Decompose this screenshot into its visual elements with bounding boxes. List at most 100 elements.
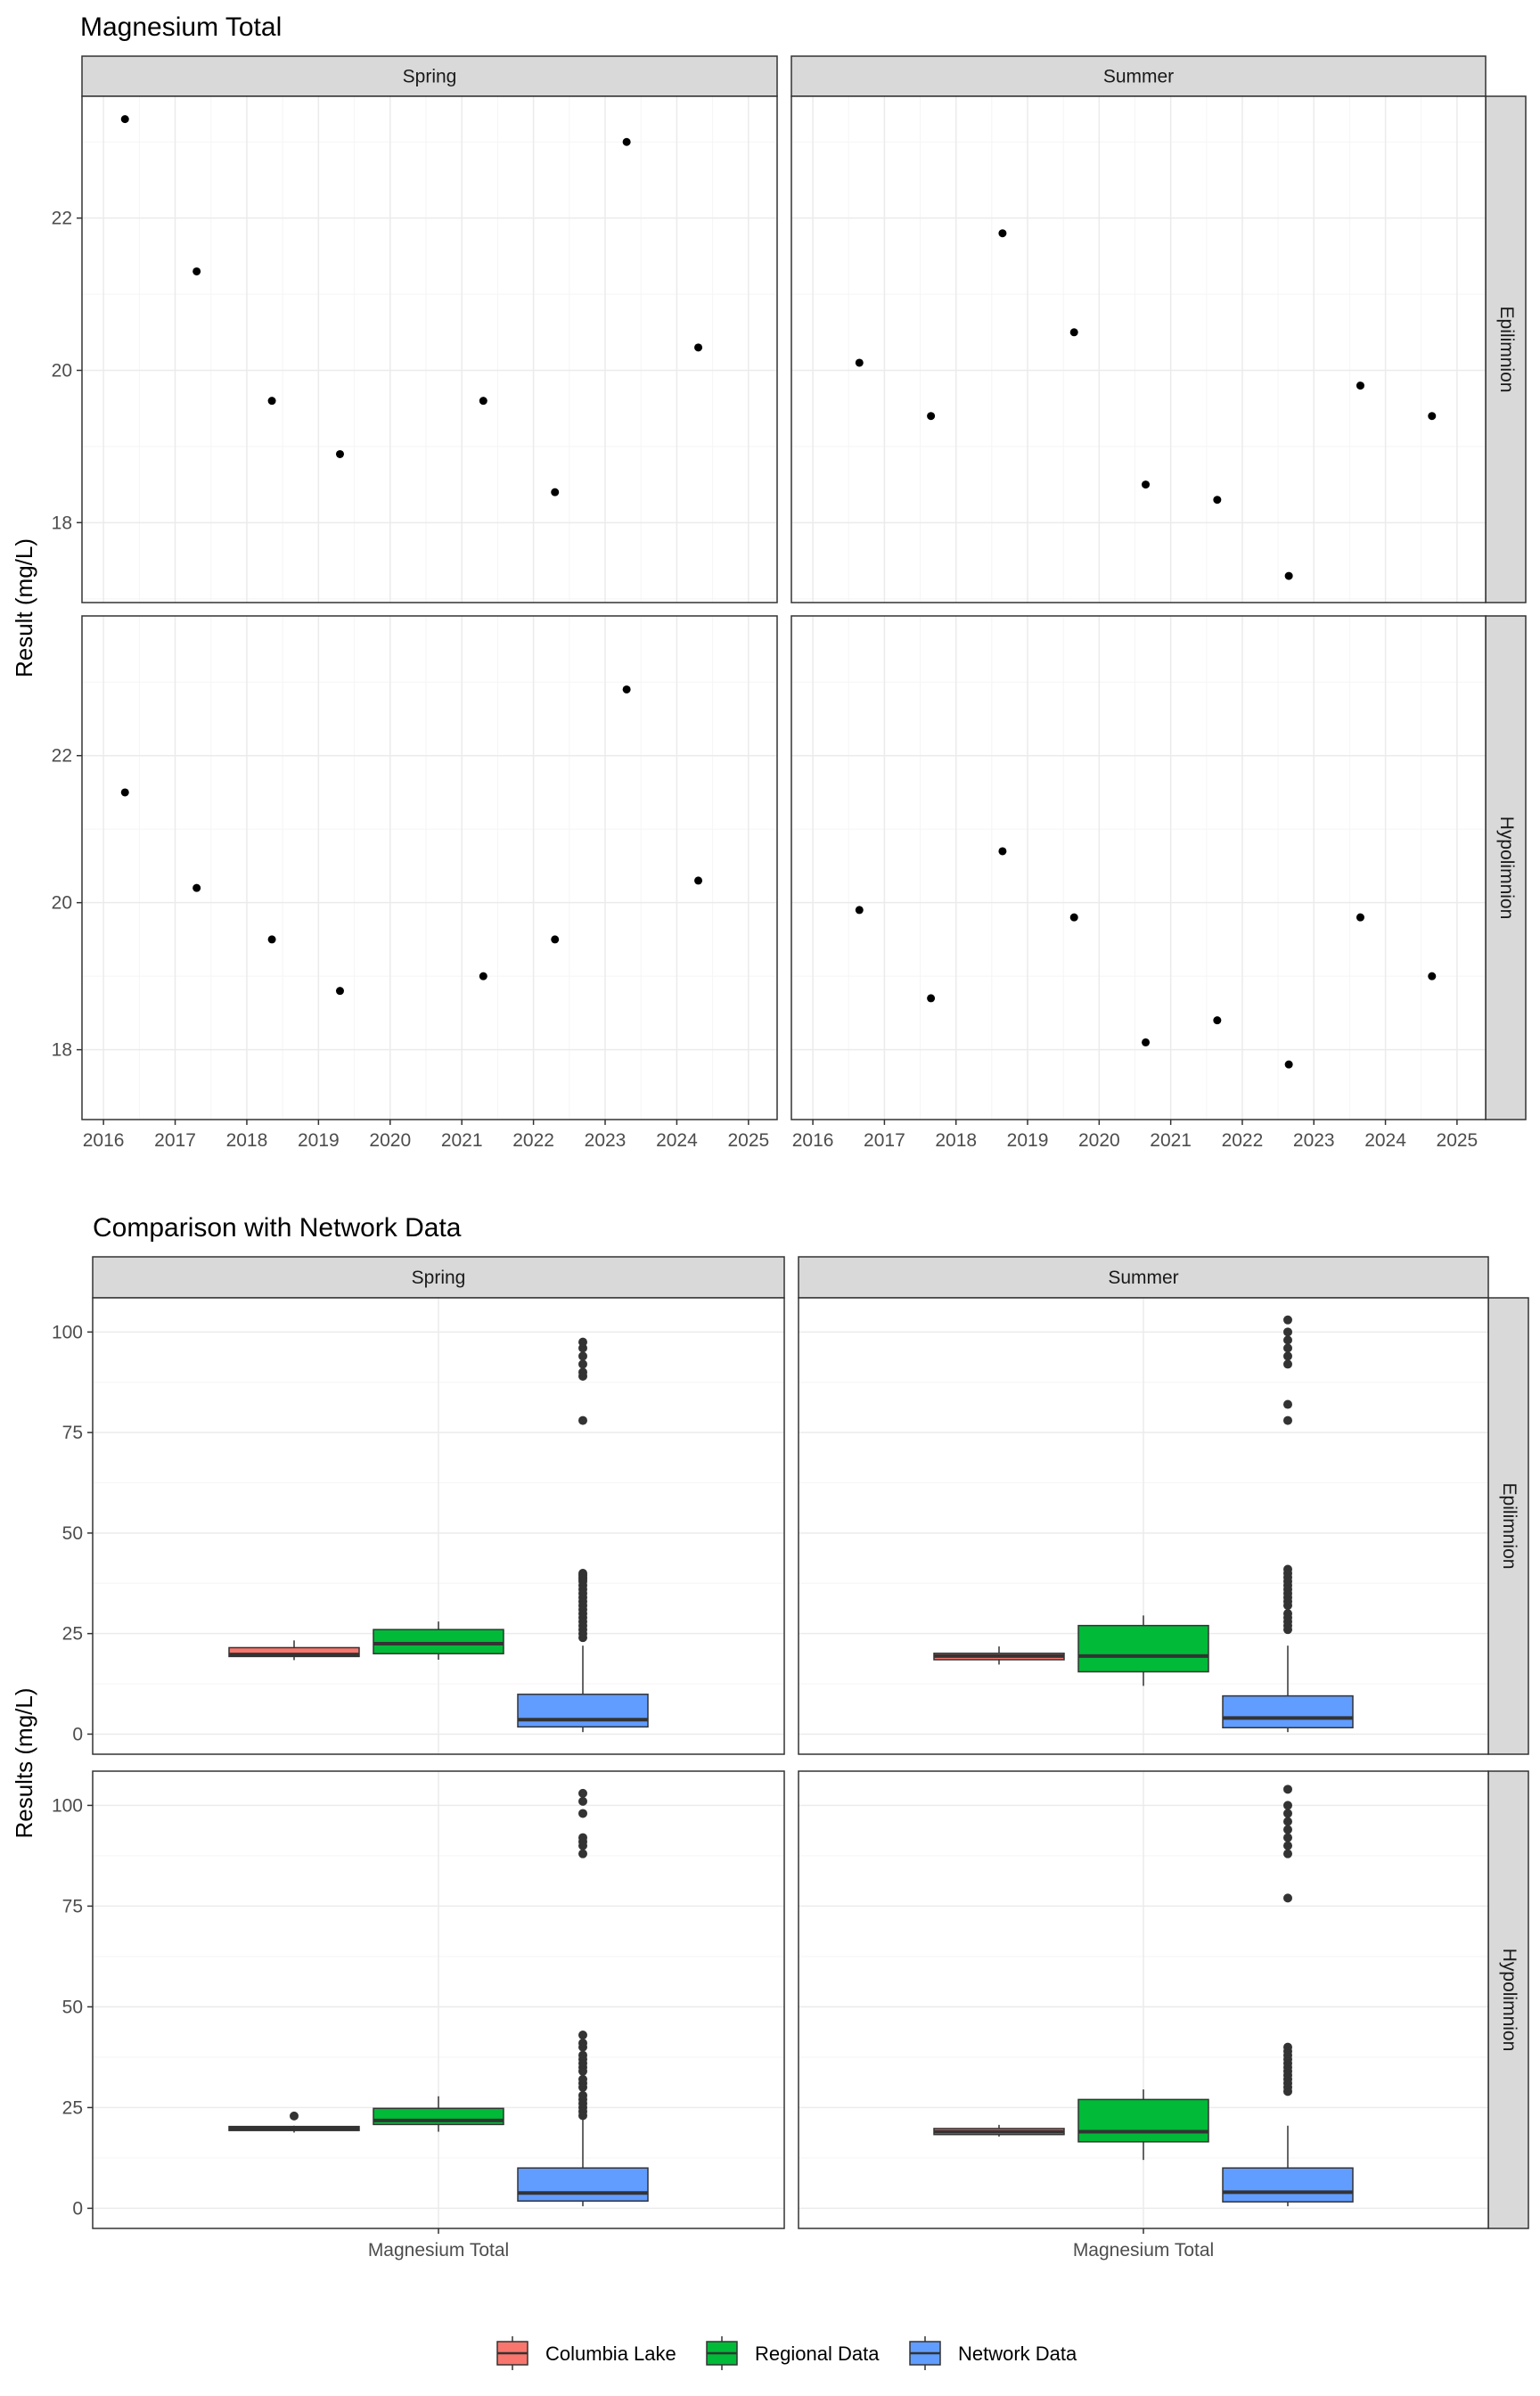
outlier-point xyxy=(1283,1399,1292,1409)
box-iqr xyxy=(517,1694,649,1728)
data-point xyxy=(1213,1016,1222,1025)
y-tick-label: 75 xyxy=(62,1423,83,1443)
data-point xyxy=(1142,1038,1151,1046)
outlier-point xyxy=(1283,1315,1292,1325)
panel-background xyxy=(791,96,1486,603)
data-point xyxy=(1069,913,1078,922)
legend-entry-regional-data: Regional Data xyxy=(706,2336,880,2370)
y-tick-label: 0 xyxy=(72,1724,83,1744)
outlier-point xyxy=(1283,1833,1292,1842)
data-point xyxy=(694,343,703,352)
data-point xyxy=(192,883,201,892)
panel-spring-hypolimnion: 0 25 50 75 100 Magnesium Total xyxy=(52,1770,785,2261)
x-tick-label: 2017 xyxy=(864,1130,905,1151)
y-axis-title: Result (mg/L) xyxy=(11,538,37,677)
panel-border xyxy=(798,1297,1489,1755)
data-point xyxy=(1356,913,1364,922)
y-tick-label: 100 xyxy=(52,1322,83,1342)
x-tick-label: 2018 xyxy=(935,1130,977,1151)
x-tick-label: 2023 xyxy=(585,1130,627,1151)
y-tick-label: 18 xyxy=(52,1040,72,1061)
panel-border xyxy=(92,1297,785,1755)
facet-strip-hypolimnion xyxy=(1485,615,1527,1120)
box-regional-data xyxy=(1077,2089,1209,2161)
outlier-point xyxy=(578,1833,587,1842)
outlier-point xyxy=(578,2050,587,2060)
data-point xyxy=(1284,1060,1293,1069)
x-tick-label: 2024 xyxy=(1364,1130,1406,1151)
outlier-point xyxy=(578,1809,587,1818)
x-tick-label: 2024 xyxy=(656,1130,698,1151)
data-point xyxy=(1284,571,1293,580)
facet-strip-spring xyxy=(81,55,778,97)
outlier-point xyxy=(1283,1809,1292,1818)
box-columbia-lake xyxy=(228,1640,360,1661)
legend-label: Columbia Lake xyxy=(545,2343,676,2365)
panel-summer-epilimnion xyxy=(798,1297,1489,1755)
x-tick-label: 2019 xyxy=(298,1130,340,1151)
y-tick-label: 50 xyxy=(62,1523,83,1544)
box-regional-data xyxy=(373,1621,504,1660)
x-tick-label: Magnesium Total xyxy=(368,2240,509,2261)
facet-strip-summer xyxy=(790,55,1487,97)
y-tick-label: 22 xyxy=(52,209,72,229)
box-iqr xyxy=(1222,2167,1354,2203)
y-tick-label: 75 xyxy=(62,1896,83,1916)
outlier-point xyxy=(1283,1825,1292,1834)
x-tick-label: 2022 xyxy=(1222,1130,1264,1151)
data-point xyxy=(1356,382,1364,390)
outlier-point xyxy=(578,1337,587,1347)
data-point xyxy=(694,876,703,885)
x-tick-label: 2020 xyxy=(369,1130,411,1151)
panel-border xyxy=(81,95,778,603)
box-network-data xyxy=(1222,1315,1354,1733)
facet-strip-epilimnion xyxy=(1485,95,1527,603)
panel-spring-epilimnion: 0 25 50 75 100 xyxy=(52,1297,785,1755)
data-point xyxy=(335,987,344,996)
panel-background xyxy=(82,96,777,603)
data-point xyxy=(551,935,560,944)
y-tick-label: 25 xyxy=(62,1624,83,1645)
data-point xyxy=(998,847,1007,856)
outlier-point xyxy=(578,1796,587,1806)
outlier-point xyxy=(1283,1801,1292,1810)
x-tick-label: 2025 xyxy=(1437,1130,1479,1151)
box-columbia-lake xyxy=(933,1646,1065,1665)
outlier-point xyxy=(578,1359,587,1369)
y-tick-label: 25 xyxy=(62,2097,83,2118)
panel-summer-hypolimnion: 2016 2017 2018 2019 2020 2021 2022 2023 2024 2025 xyxy=(790,615,1487,1151)
outlier-point xyxy=(1283,1351,1292,1361)
data-point xyxy=(855,358,864,367)
outlier-point xyxy=(1283,1359,1292,1369)
box-regional-data xyxy=(1077,1615,1209,1686)
outlier-point xyxy=(1283,1849,1292,1859)
chart-title: Magnesium Total xyxy=(80,12,282,42)
facet-label: Hypolimnion xyxy=(1499,1949,1520,2052)
facet-label: Summer xyxy=(1103,67,1174,87)
outlier-point xyxy=(1283,1609,1292,1619)
y-tick-label: 0 xyxy=(72,2198,83,2219)
x-tick-label: 2023 xyxy=(1293,1130,1335,1151)
data-point xyxy=(855,906,864,915)
x-tick-label: 2021 xyxy=(441,1130,483,1151)
data-point xyxy=(927,412,936,421)
data-point xyxy=(1142,480,1151,489)
outlier-point xyxy=(578,1351,587,1361)
box-network-data xyxy=(517,1788,649,2207)
y-tick-label: 100 xyxy=(52,1795,83,1816)
outlier-point xyxy=(1283,1327,1292,1337)
x-tick-label: 2021 xyxy=(1150,1130,1192,1151)
panel-background xyxy=(82,616,777,1120)
data-point xyxy=(267,397,276,406)
outlier-point xyxy=(578,2074,587,2084)
data-point xyxy=(479,972,487,981)
y-tick-label: 18 xyxy=(52,513,72,533)
facet-strip-hypolimnion xyxy=(1487,1770,1529,2229)
y-tick-label: 20 xyxy=(52,360,72,381)
x-tick-label: 2018 xyxy=(226,1130,268,1151)
x-tick-label: 2017 xyxy=(154,1130,196,1151)
outlier-point xyxy=(578,1415,587,1425)
data-point xyxy=(1213,496,1222,505)
y-tick-label: 50 xyxy=(62,1997,83,2017)
